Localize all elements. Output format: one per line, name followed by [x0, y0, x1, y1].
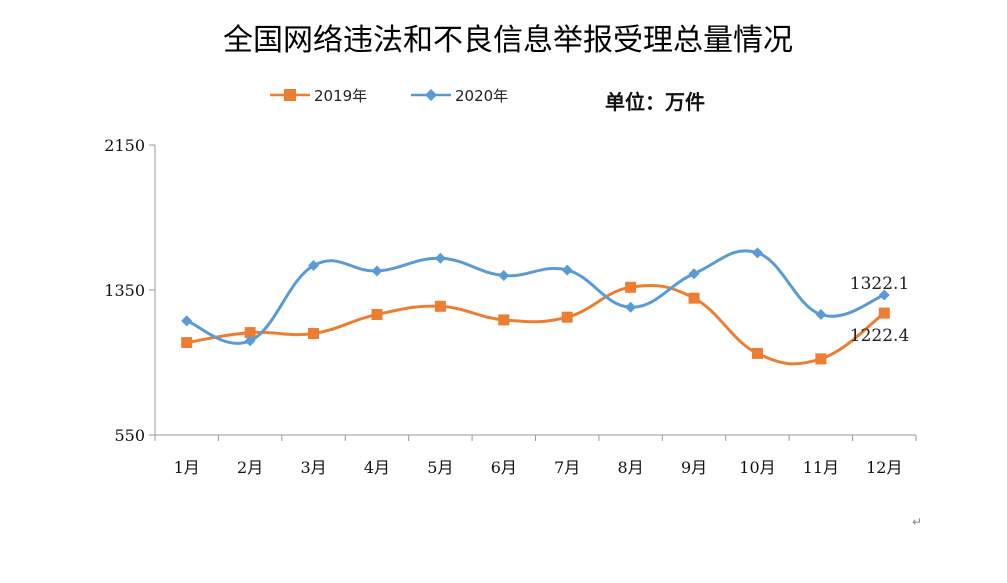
y-ticks: 550 1350 2150	[104, 136, 155, 445]
data-point	[434, 252, 446, 264]
x-tick-label: 3月	[300, 458, 326, 477]
x-tick-label: 12月	[866, 458, 902, 477]
series-layer	[181, 247, 890, 366]
x-tick-label: 1月	[174, 458, 200, 477]
data-point	[625, 281, 637, 293]
legend: 2019年 2020年	[270, 87, 508, 105]
data-point	[751, 347, 763, 359]
data-point	[434, 300, 446, 312]
unit-label: 单位：万件	[605, 90, 705, 114]
legend-label-2020: 2020年	[455, 87, 508, 105]
chart-title: 全国网络违法和不良信息举报受理总量情况	[223, 23, 793, 58]
data-point	[878, 307, 890, 319]
data-point	[371, 265, 383, 277]
x-tick-label: 11月	[803, 458, 839, 477]
paragraph-mark: ↵	[912, 515, 922, 529]
data-point	[181, 337, 193, 349]
data-point	[181, 315, 193, 327]
data-point	[561, 264, 573, 276]
x-tick-label: 7月	[554, 458, 580, 477]
data-labels: 1322.1 1222.4	[850, 274, 909, 346]
y-tick-label: 1350	[104, 281, 145, 300]
x-tick-label: 4月	[364, 458, 390, 477]
data-point	[371, 308, 383, 320]
data-point	[561, 311, 573, 323]
data-point	[878, 289, 890, 301]
data-point	[751, 247, 763, 259]
legend-label-2019: 2019年	[314, 87, 367, 105]
data-point	[244, 327, 256, 339]
data-point	[815, 308, 827, 320]
series-line	[186, 249, 885, 345]
data-point	[688, 292, 700, 304]
x-tick-label: 10月	[739, 458, 775, 477]
x-tick-label: 6月	[491, 458, 517, 477]
data-point	[688, 268, 700, 280]
legend-marker-2019	[284, 89, 296, 101]
data-point	[498, 270, 510, 281]
x-tick-label: 8月	[618, 458, 644, 477]
data-label: 1322.1	[850, 274, 909, 294]
series-2019年	[181, 281, 890, 366]
y-tick-label: 2150	[104, 136, 145, 155]
data-label: 1222.4	[850, 326, 909, 346]
x-tick-label: 2月	[237, 458, 263, 477]
data-point	[308, 328, 320, 339]
x-tick-label: 9月	[681, 458, 707, 477]
data-point	[498, 314, 510, 326]
series-line	[186, 283, 886, 366]
data-point	[308, 260, 320, 272]
data-point	[815, 353, 827, 365]
data-point	[625, 301, 637, 313]
legend-marker-2020	[425, 89, 437, 101]
x-tick-label: 5月	[427, 458, 453, 477]
x-ticks: 1月 2月 3月 4月 5月 6月 7月 8月 9月 10月 11月 12月	[154, 435, 917, 477]
data-point	[244, 335, 256, 347]
series-2020年	[181, 247, 890, 347]
y-tick-label: 550	[114, 426, 145, 445]
